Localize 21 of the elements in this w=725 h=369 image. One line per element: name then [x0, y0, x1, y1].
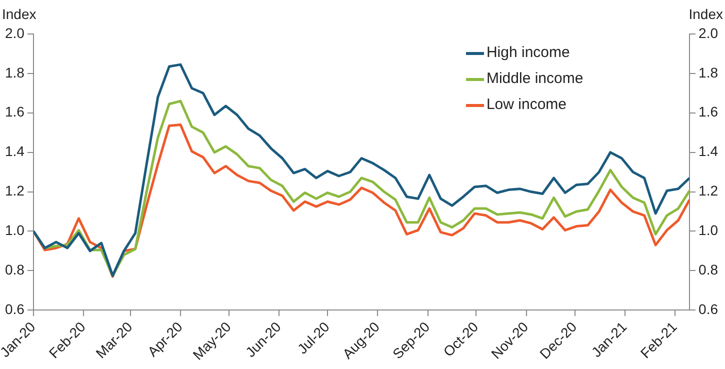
y2-tick-label: 1.4 [698, 143, 718, 160]
y-tick-label: 2.0 [4, 24, 25, 41]
y2-tick-label: 1.0 [698, 222, 718, 238]
y-tick-label: 1.0 [4, 222, 25, 238]
y2-axis-title: Index [688, 6, 723, 22]
legend-label: Middle income [486, 69, 584, 89]
y-tick-label: 1.8 [4, 64, 25, 80]
y2-tick-label: 1.8 [698, 64, 718, 80]
y-tick-label: 0.6 [4, 300, 25, 317]
y2-tick-label: 1.6 [698, 104, 718, 120]
legend-label: High income [486, 43, 570, 63]
y2-tick-label: 0.6 [698, 300, 718, 317]
y-axis-title: Index [2, 6, 36, 22]
legend-label: Low income [486, 95, 567, 115]
y-tick-label: 1.4 [4, 143, 25, 160]
y2-tick-label: 2.0 [698, 24, 718, 41]
y-tick-label: 1.6 [4, 104, 25, 120]
y2-tick-label: 0.8 [698, 262, 718, 278]
y2-tick-label: 1.2 [698, 182, 718, 199]
y-tick-label: 0.8 [4, 262, 25, 278]
y-tick-label: 1.2 [4, 182, 25, 199]
